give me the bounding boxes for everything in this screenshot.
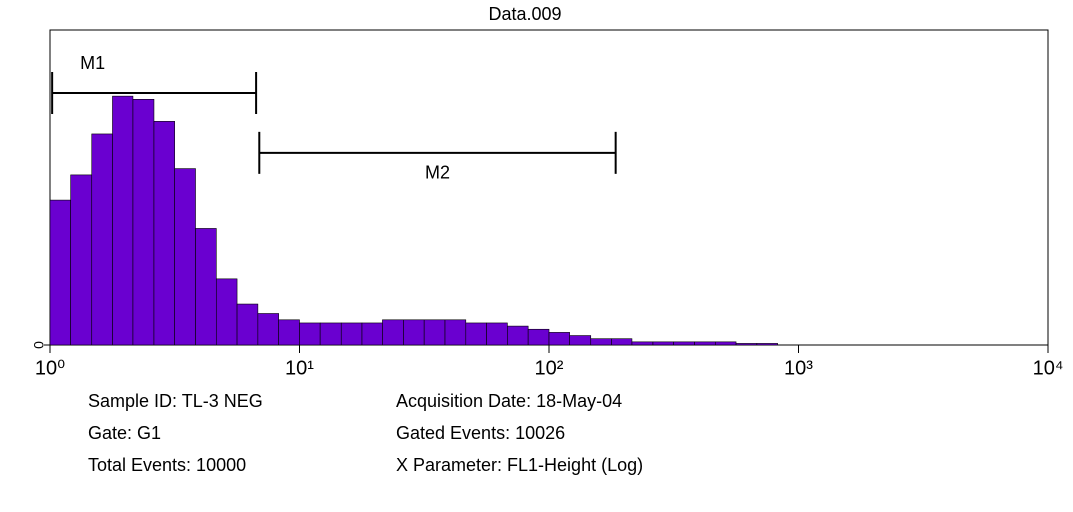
x-tick-label: 10⁰: [35, 357, 65, 379]
chart-title: Data.009: [488, 4, 561, 24]
histogram-bar: [91, 133, 113, 346]
histogram-bar: [527, 328, 550, 346]
histogram-bar: [423, 319, 446, 346]
marker-label: M2: [425, 163, 450, 183]
histogram-bar: [195, 228, 217, 346]
histogram-bar: [215, 278, 238, 346]
histogram-bar: [257, 313, 279, 346]
histogram-bar: [507, 325, 529, 346]
histogram-bar: [236, 303, 259, 346]
info-text: Total Events: 10000: [88, 455, 246, 475]
info-text: Sample ID: TL-3 NEG: [88, 391, 263, 411]
histogram-bar: [361, 322, 383, 346]
histogram-bar: [70, 174, 93, 346]
histogram-bar: [49, 199, 71, 346]
histogram-bar: [153, 121, 175, 346]
histogram-bar: [340, 322, 363, 346]
info-text: Acquisition Date: 18-May-04: [396, 391, 622, 411]
histogram-bar: [444, 319, 467, 346]
histogram-bar: [756, 343, 778, 346]
histogram-bar: [631, 341, 654, 346]
info-text: X Parameter: FL1-Height (Log): [396, 455, 643, 475]
info-text: Gated Events: 10026: [396, 423, 565, 443]
info-text: Gate: G1: [88, 423, 161, 443]
histogram-bar: [611, 338, 633, 346]
histogram-bar: [112, 95, 134, 346]
histogram-bar: [382, 319, 404, 346]
x-tick-label: 10³: [784, 357, 813, 379]
histogram-bar: [652, 341, 674, 346]
histogram-bar: [694, 341, 716, 346]
histogram-bar: [299, 322, 321, 346]
histogram-bar: [278, 319, 300, 346]
x-tick-label: 10¹: [285, 357, 314, 379]
histogram-bar: [403, 319, 425, 346]
histogram-bar: [319, 322, 342, 346]
histogram-bar: [673, 341, 695, 346]
histogram-bar: [465, 322, 487, 346]
histogram-bar: [486, 322, 508, 346]
x-tick-label: 10²: [535, 357, 564, 379]
histogram-bar: [174, 168, 196, 346]
x-tick-label: 10⁴: [1033, 357, 1064, 379]
histogram-bar: [735, 343, 758, 346]
histogram-bar: [590, 338, 612, 346]
histogram-bar: [714, 341, 737, 346]
y-tick-label: 0: [31, 341, 47, 349]
histogram-bar: [569, 335, 592, 346]
histogram-bar: [548, 332, 570, 346]
marker-label: M1: [80, 53, 105, 73]
histogram-bar: [132, 99, 155, 346]
